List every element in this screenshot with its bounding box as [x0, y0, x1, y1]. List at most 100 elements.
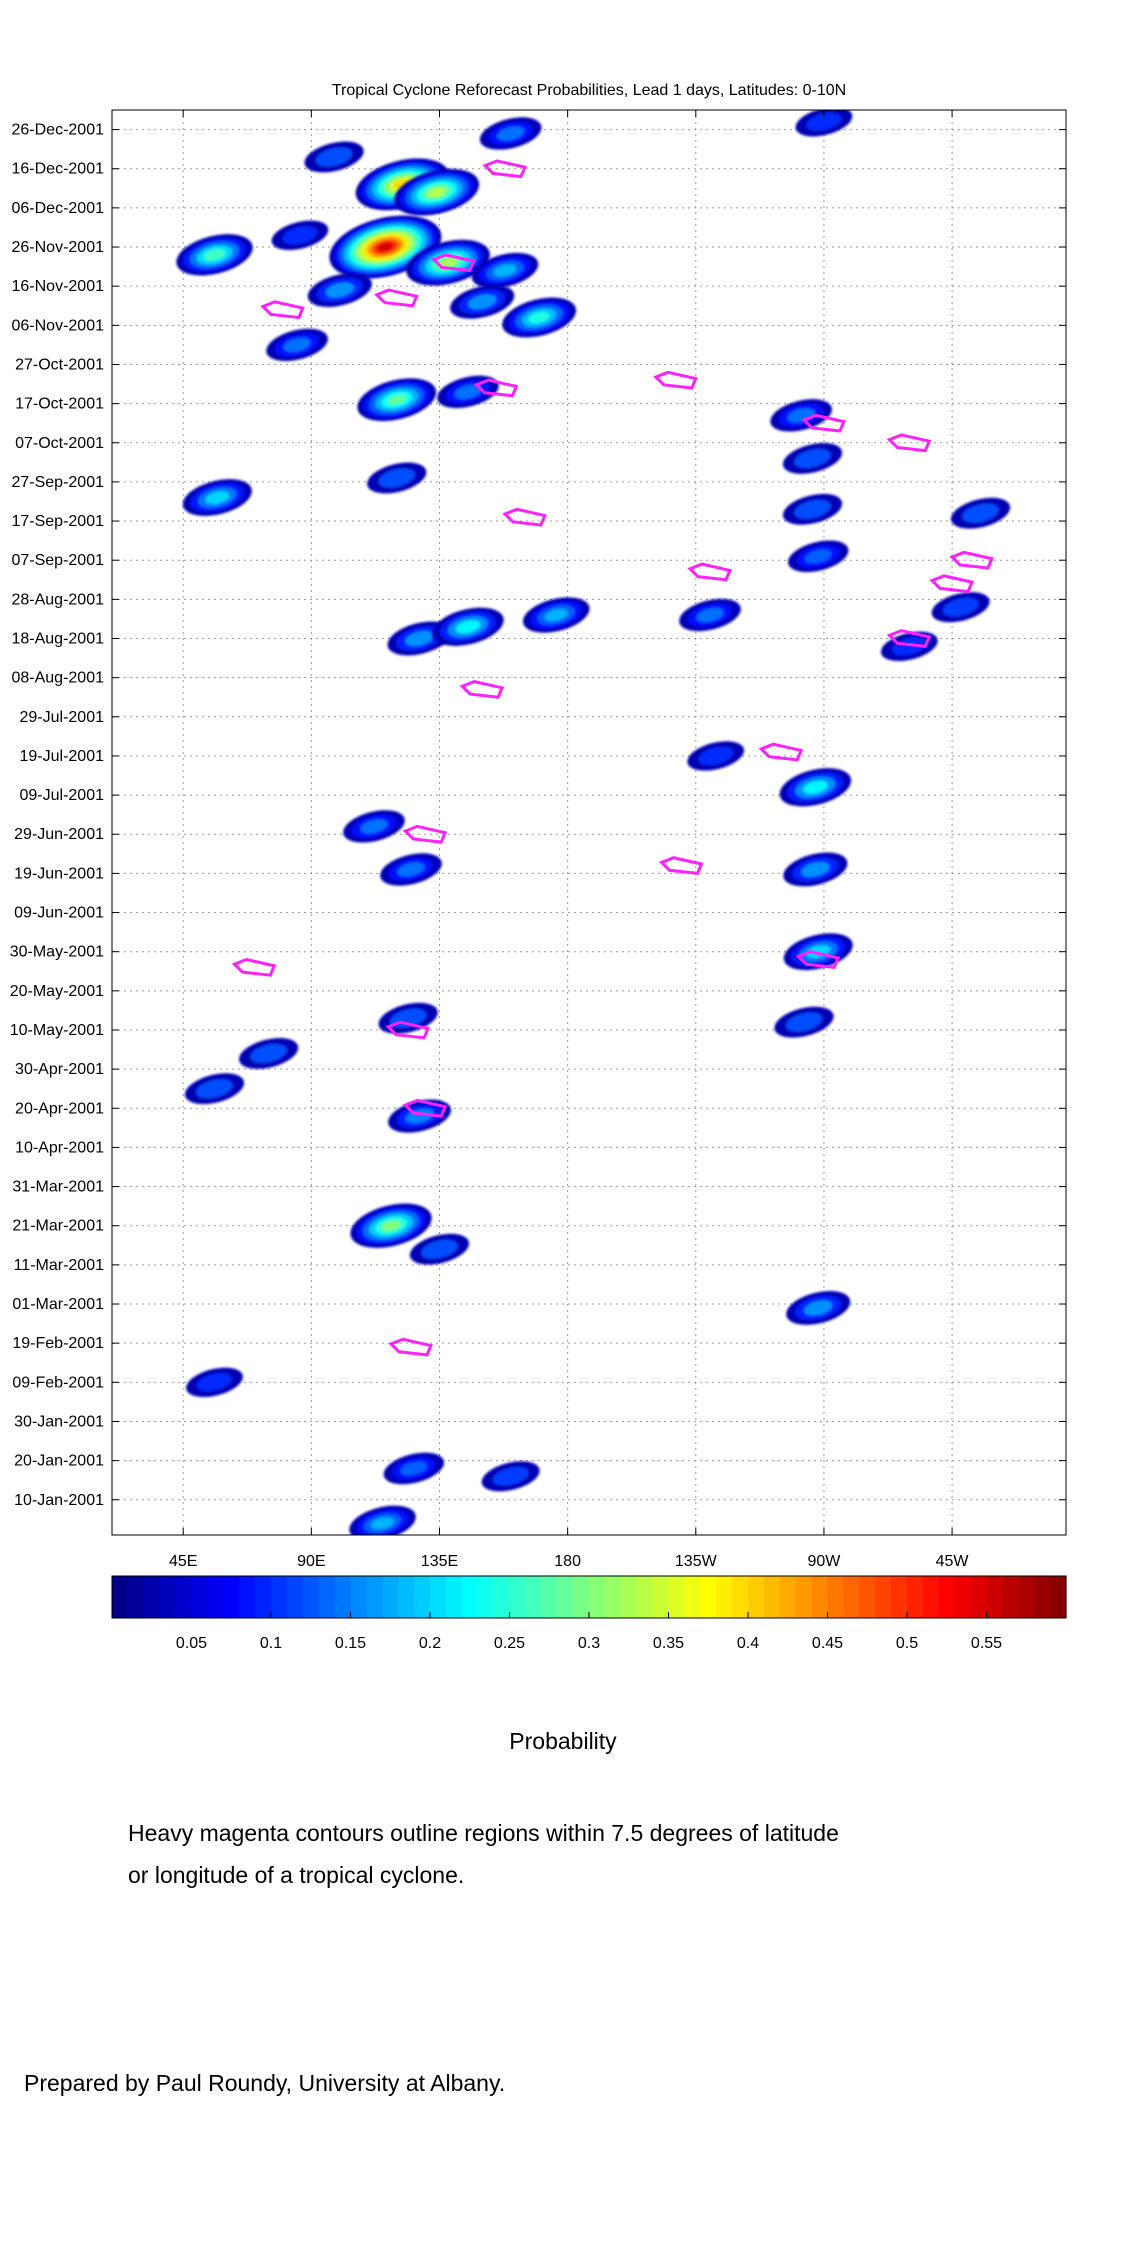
cyclone-contour: [653, 370, 698, 390]
y-tick-label: 19-Jun-2001: [14, 865, 104, 882]
y-tick-label: 10-Apr-2001: [15, 1139, 104, 1156]
y-tick-label: 06-Dec-2001: [12, 200, 105, 217]
colorbar-segment: [1002, 1576, 1019, 1618]
cyclone-contour: [801, 413, 846, 433]
colorbar-segment: [302, 1576, 320, 1618]
probability-blob: [795, 110, 853, 137]
colorbar-segment: [891, 1576, 908, 1618]
y-tick-label: 09-Feb-2001: [12, 1374, 104, 1391]
colorbar-segment: [620, 1576, 638, 1618]
probability-blob: [779, 768, 852, 807]
probability-blob: [184, 1073, 245, 1105]
cyclone-contour: [431, 253, 476, 273]
colorbar-segment: [207, 1576, 224, 1618]
probability-blob: [394, 168, 480, 216]
colorbar-tick-label: 0.4: [737, 1635, 759, 1652]
cyclone-contour: [929, 574, 975, 594]
y-tick-label: 26-Nov-2001: [12, 239, 105, 256]
colorbar-segment: [461, 1576, 479, 1618]
probability-blob: [271, 220, 329, 250]
colorbar-segment: [907, 1576, 924, 1618]
probability-blob: [950, 497, 1011, 529]
colorbar-segment: [716, 1576, 733, 1618]
colorbar-segment: [239, 1576, 256, 1618]
probability-level: [421, 1239, 458, 1259]
cyclone-contour: [687, 562, 733, 582]
probability-level: [492, 1467, 529, 1486]
probability-blob: [774, 1006, 834, 1038]
colorbar-segment: [143, 1576, 161, 1618]
probability-blob: [329, 215, 442, 279]
cyclone-contour: [758, 742, 804, 762]
probability-blob: [481, 1461, 540, 1492]
colorbar-segment: [366, 1576, 383, 1618]
probability-level: [315, 147, 353, 167]
probability-blob: [378, 1002, 438, 1034]
colorbar-segment: [350, 1576, 367, 1618]
probability-level: [454, 384, 482, 400]
cyclone-contour: [385, 1020, 431, 1040]
y-tick-label: 09-Jun-2001: [14, 905, 104, 922]
colorbar-segment: [318, 1576, 336, 1618]
y-tick-label: 27-Oct-2001: [15, 356, 104, 373]
colorbar: 0.05 0.1 0.15 0.2 0.25 0.3 0.35 0.4 0.45 0.5 0.55: [111, 1575, 1067, 1652]
probability-level: [205, 491, 230, 504]
cyclone-contour: [795, 950, 841, 969]
probability-level: [282, 226, 318, 245]
colorbar-segment: [493, 1576, 511, 1618]
y-tick-label: 16-Dec-2001: [12, 161, 105, 178]
y-tick-label: 20-Apr-2001: [15, 1100, 104, 1117]
cyclone-contour: [459, 680, 505, 699]
probability-blob: [782, 442, 843, 474]
probability-blob: [304, 141, 364, 173]
probability-level: [370, 1517, 395, 1530]
probability-level: [203, 248, 226, 261]
probability-level: [283, 337, 311, 353]
y-tick-label: 29-Jul-2001: [20, 709, 105, 726]
probability-blob: [437, 375, 499, 409]
y-tick-label: 06-Nov-2001: [12, 317, 105, 334]
probability-blob: [788, 540, 849, 573]
probability-blob: [176, 234, 253, 276]
cyclone-contour: [949, 550, 995, 570]
probability-blob: [367, 462, 427, 494]
y-tick-label: 28-Aug-2001: [11, 591, 104, 608]
probability-level: [804, 549, 832, 564]
cyclone-contour: [402, 824, 448, 844]
colorbar-segment: [859, 1576, 876, 1618]
probability-level: [528, 311, 550, 324]
colorbar-tick-label: 0.55: [971, 1635, 1002, 1652]
colorbar-segment: [763, 1576, 781, 1618]
credit-text: Prepared by Paul Roundy, University at A…: [24, 2070, 506, 2096]
y-tick-label: 08-Aug-2001: [11, 670, 104, 687]
cyclone-contours: [231, 159, 995, 1357]
colorbar-segment: [636, 1576, 654, 1618]
colorbar-tick-label: 0.3: [578, 1635, 600, 1652]
y-tick-label: 10-May-2001: [10, 1022, 104, 1039]
colorbar-segment: [986, 1576, 1003, 1618]
y-tick-label: 19-Jul-2001: [20, 748, 105, 765]
colorbar-segment: [541, 1576, 558, 1618]
y-tick-label: 10-Jan-2001: [14, 1492, 104, 1509]
probability-level: [785, 1012, 823, 1032]
colorbar-segment: [668, 1576, 685, 1618]
colorbar-segment: [779, 1576, 797, 1618]
y-tick-label: 29-Jun-2001: [14, 826, 104, 843]
colorbar-tick-label: 0.25: [494, 1635, 525, 1652]
probability-level: [437, 257, 459, 269]
x-tick-label: 135W: [675, 1553, 718, 1570]
probability-blob: [782, 493, 843, 525]
colorbar-segment: [175, 1576, 193, 1618]
probability-blob: [388, 1099, 451, 1133]
cyclone-contour: [374, 288, 419, 308]
probability-level: [806, 112, 842, 131]
colorbar-label: Probability: [509, 1728, 617, 1754]
probability-blob: [450, 284, 515, 319]
contour-note-line-1: Heavy magenta contours outline regions w…: [128, 1820, 839, 1846]
probability-blob: [307, 273, 372, 308]
colorbar-tick-label: 0.05: [176, 1635, 207, 1652]
probability-level: [696, 607, 724, 623]
probability-blob: [522, 597, 590, 633]
colorbar-segment: [589, 1576, 606, 1618]
probability-blob: [931, 592, 990, 623]
